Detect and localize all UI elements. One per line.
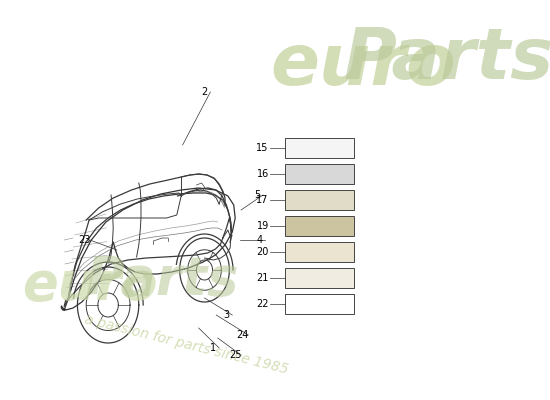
Text: 2: 2: [201, 87, 208, 97]
Text: a passion for parts since 1985: a passion for parts since 1985: [83, 313, 290, 377]
Text: Parts: Parts: [86, 254, 240, 306]
Bar: [285, 164, 354, 184]
Text: 3: 3: [223, 310, 229, 320]
Text: euro: euro: [22, 259, 157, 311]
Text: 15: 15: [256, 143, 269, 153]
Text: 16: 16: [256, 169, 269, 179]
Text: 5: 5: [254, 190, 260, 200]
Bar: [285, 242, 354, 262]
Text: euro: euro: [270, 30, 456, 100]
Text: 19: 19: [256, 221, 269, 231]
Text: 25: 25: [229, 350, 241, 360]
Bar: [285, 138, 354, 158]
Bar: [285, 268, 354, 288]
Bar: [285, 190, 354, 210]
Text: 22: 22: [256, 299, 269, 309]
Text: Parts: Parts: [343, 26, 550, 94]
Text: 4: 4: [256, 235, 262, 245]
Text: 21: 21: [256, 273, 269, 283]
Text: 20: 20: [256, 247, 269, 257]
Text: 23: 23: [78, 235, 90, 245]
Bar: [285, 216, 354, 236]
Bar: [285, 294, 354, 314]
Text: 24: 24: [236, 330, 249, 340]
Text: 1: 1: [210, 343, 216, 353]
Text: 17: 17: [256, 195, 269, 205]
